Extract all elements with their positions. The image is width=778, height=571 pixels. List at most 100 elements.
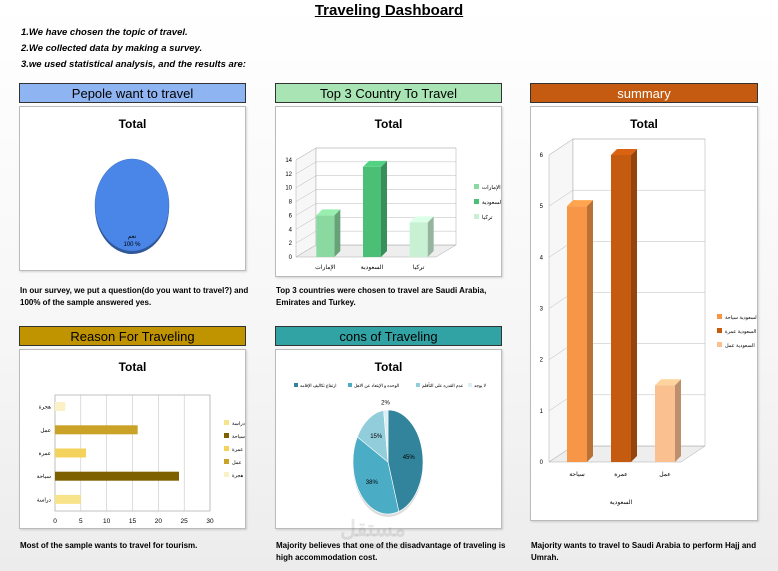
gridline xyxy=(295,230,456,244)
reason-chart-panel: Total 0 5 10 15 20 25 30 هجرة عمل عمرة سياحة دراسة د… xyxy=(19,349,246,529)
y-tick-label: 8 xyxy=(289,200,293,206)
legend-swatch xyxy=(468,383,472,387)
x-tick-label: 25 xyxy=(181,518,189,525)
legend-swatch xyxy=(294,383,298,387)
y-tick-label: 1 xyxy=(540,409,544,415)
legend-label: السعودية xyxy=(482,199,501,206)
legend-swatch xyxy=(224,420,229,425)
legend-swatch xyxy=(224,459,229,464)
legend-swatch xyxy=(717,314,722,319)
top3-header: Top 3 Country To Travel xyxy=(275,83,502,103)
x-tick-label: عمرة xyxy=(614,472,628,478)
y-tick-label: 0 xyxy=(540,460,544,466)
legend-swatch xyxy=(224,472,229,477)
summary-bar-chart: 0 1 2 3 4 5 6 سياحة عمرة عمل السعودية السعودية سياح… xyxy=(540,138,757,506)
people-caption: In our survey, we put a question(do you … xyxy=(20,286,249,307)
legend-label: عمرة xyxy=(232,447,243,453)
legend-swatch xyxy=(224,446,229,451)
pie-data-label: نعم xyxy=(128,234,137,240)
people-header: Pepole want to travel xyxy=(19,83,246,103)
x-tick-label: 15 xyxy=(129,518,137,525)
bar-side xyxy=(427,216,434,257)
x-tick-label: سياحة xyxy=(569,471,585,478)
gridline xyxy=(295,244,456,258)
x-tick-label: السعودية xyxy=(361,264,384,271)
people-pie-chart: نعم 100 % xyxy=(94,158,170,254)
y-tick-label: 2 xyxy=(540,358,544,364)
gridline xyxy=(548,189,705,207)
bar-top xyxy=(409,216,434,223)
gridline xyxy=(548,138,705,156)
people-chart-panel: Total نعم 100 % xyxy=(19,106,246,271)
gridline xyxy=(295,161,456,175)
pie-data-label: 38% xyxy=(366,480,379,486)
watermark-url: mostaql.com xyxy=(358,541,415,552)
pie-slice xyxy=(383,409,389,463)
y-tick-label: 6 xyxy=(540,153,544,159)
legend-label: السعودية سياحة xyxy=(725,315,757,321)
x-tick-label: 0 xyxy=(53,518,57,525)
y-tick-label: 14 xyxy=(285,158,292,164)
top3-chart-panel: Total 0 2 4 6 8 10 12 14 الإمارات السعودية تركيا ال… xyxy=(275,106,502,277)
x-tick-label: الإمارات xyxy=(315,264,336,271)
top3-chart-title: Total xyxy=(374,117,403,131)
y-tick-label: 3 xyxy=(540,307,544,313)
pie-data-label: 45% xyxy=(403,455,416,461)
bar-side xyxy=(334,209,341,257)
legend-label: دراسة xyxy=(232,421,245,427)
pie-slice xyxy=(356,410,389,463)
legend-swatch xyxy=(474,184,479,189)
legend-label: السعودية عمل xyxy=(725,343,755,349)
cons-header: cons of Traveling xyxy=(275,326,502,346)
cons-chart-panel: Total ارتفاع تكاليف الإقامه الوحده و الإب… xyxy=(275,349,502,529)
y-tick-label: 0 xyxy=(289,255,293,261)
pie-data-label: 15% xyxy=(370,434,383,440)
people-chart-title: Total xyxy=(118,117,147,131)
reason-bar-chart: 0 5 10 15 20 25 30 هجرة عمل عمرة سياحة دراسة دراسة سي… xyxy=(37,394,245,525)
bar xyxy=(363,166,381,257)
cons-chart-title: Total xyxy=(374,360,403,374)
side-wall xyxy=(295,147,317,258)
bar-side xyxy=(381,160,387,257)
reason-caption: Most of the sample wants to travel for t… xyxy=(20,541,198,550)
bar xyxy=(55,471,179,481)
y-tick-label: دراسة xyxy=(37,496,52,503)
gridline xyxy=(295,189,456,202)
legend-label: هجرة xyxy=(232,473,244,479)
gridline xyxy=(295,203,456,216)
intro-text: 1.We have chosen the topic of travel. 2.… xyxy=(21,25,246,73)
gridline xyxy=(295,147,456,161)
x-tick-label: 20 xyxy=(155,518,163,525)
y-tick-label: عمل xyxy=(40,427,51,434)
dashboard-title: Traveling Dashboard xyxy=(314,2,464,19)
legend-label: عمل xyxy=(232,460,242,466)
legend-label: تركيا xyxy=(482,214,493,221)
bar-top xyxy=(316,209,341,216)
x-group-label: السعودية xyxy=(610,499,633,506)
bar xyxy=(611,155,631,462)
y-tick-label: 4 xyxy=(540,255,544,261)
x-tick-label: عمل xyxy=(659,471,671,478)
y-tick-label: 4 xyxy=(289,227,293,233)
x-tick-label: تركيا xyxy=(413,264,425,271)
legend-label: عدم القدره على التأقلم xyxy=(422,382,463,388)
bar xyxy=(567,206,587,462)
watermark-logo: مستقل xyxy=(340,516,406,541)
pie-slice xyxy=(387,409,424,512)
reason-header: Reason For Traveling xyxy=(19,326,246,346)
pie-data-label: 100 % xyxy=(123,242,141,248)
top3-caption: Top 3 countries were chosen to travel ar… xyxy=(276,286,487,307)
summary-header: summary xyxy=(530,83,758,103)
summary-chart-title: Total xyxy=(630,117,658,131)
bar-top xyxy=(655,379,681,386)
intro-line-2: 2.We collected data by making a survey. xyxy=(21,43,203,54)
y-tick-label: هجرة xyxy=(39,405,51,411)
y-tick-label: سياحة xyxy=(37,473,52,480)
legend-label: الإمارات xyxy=(482,184,501,191)
intro-line-1: 1.We have chosen the topic of travel. xyxy=(21,27,188,38)
bar xyxy=(55,494,81,504)
legend-swatch xyxy=(474,214,479,219)
y-tick-label: 5 xyxy=(540,204,544,210)
bar xyxy=(55,402,66,412)
bar xyxy=(655,385,675,462)
